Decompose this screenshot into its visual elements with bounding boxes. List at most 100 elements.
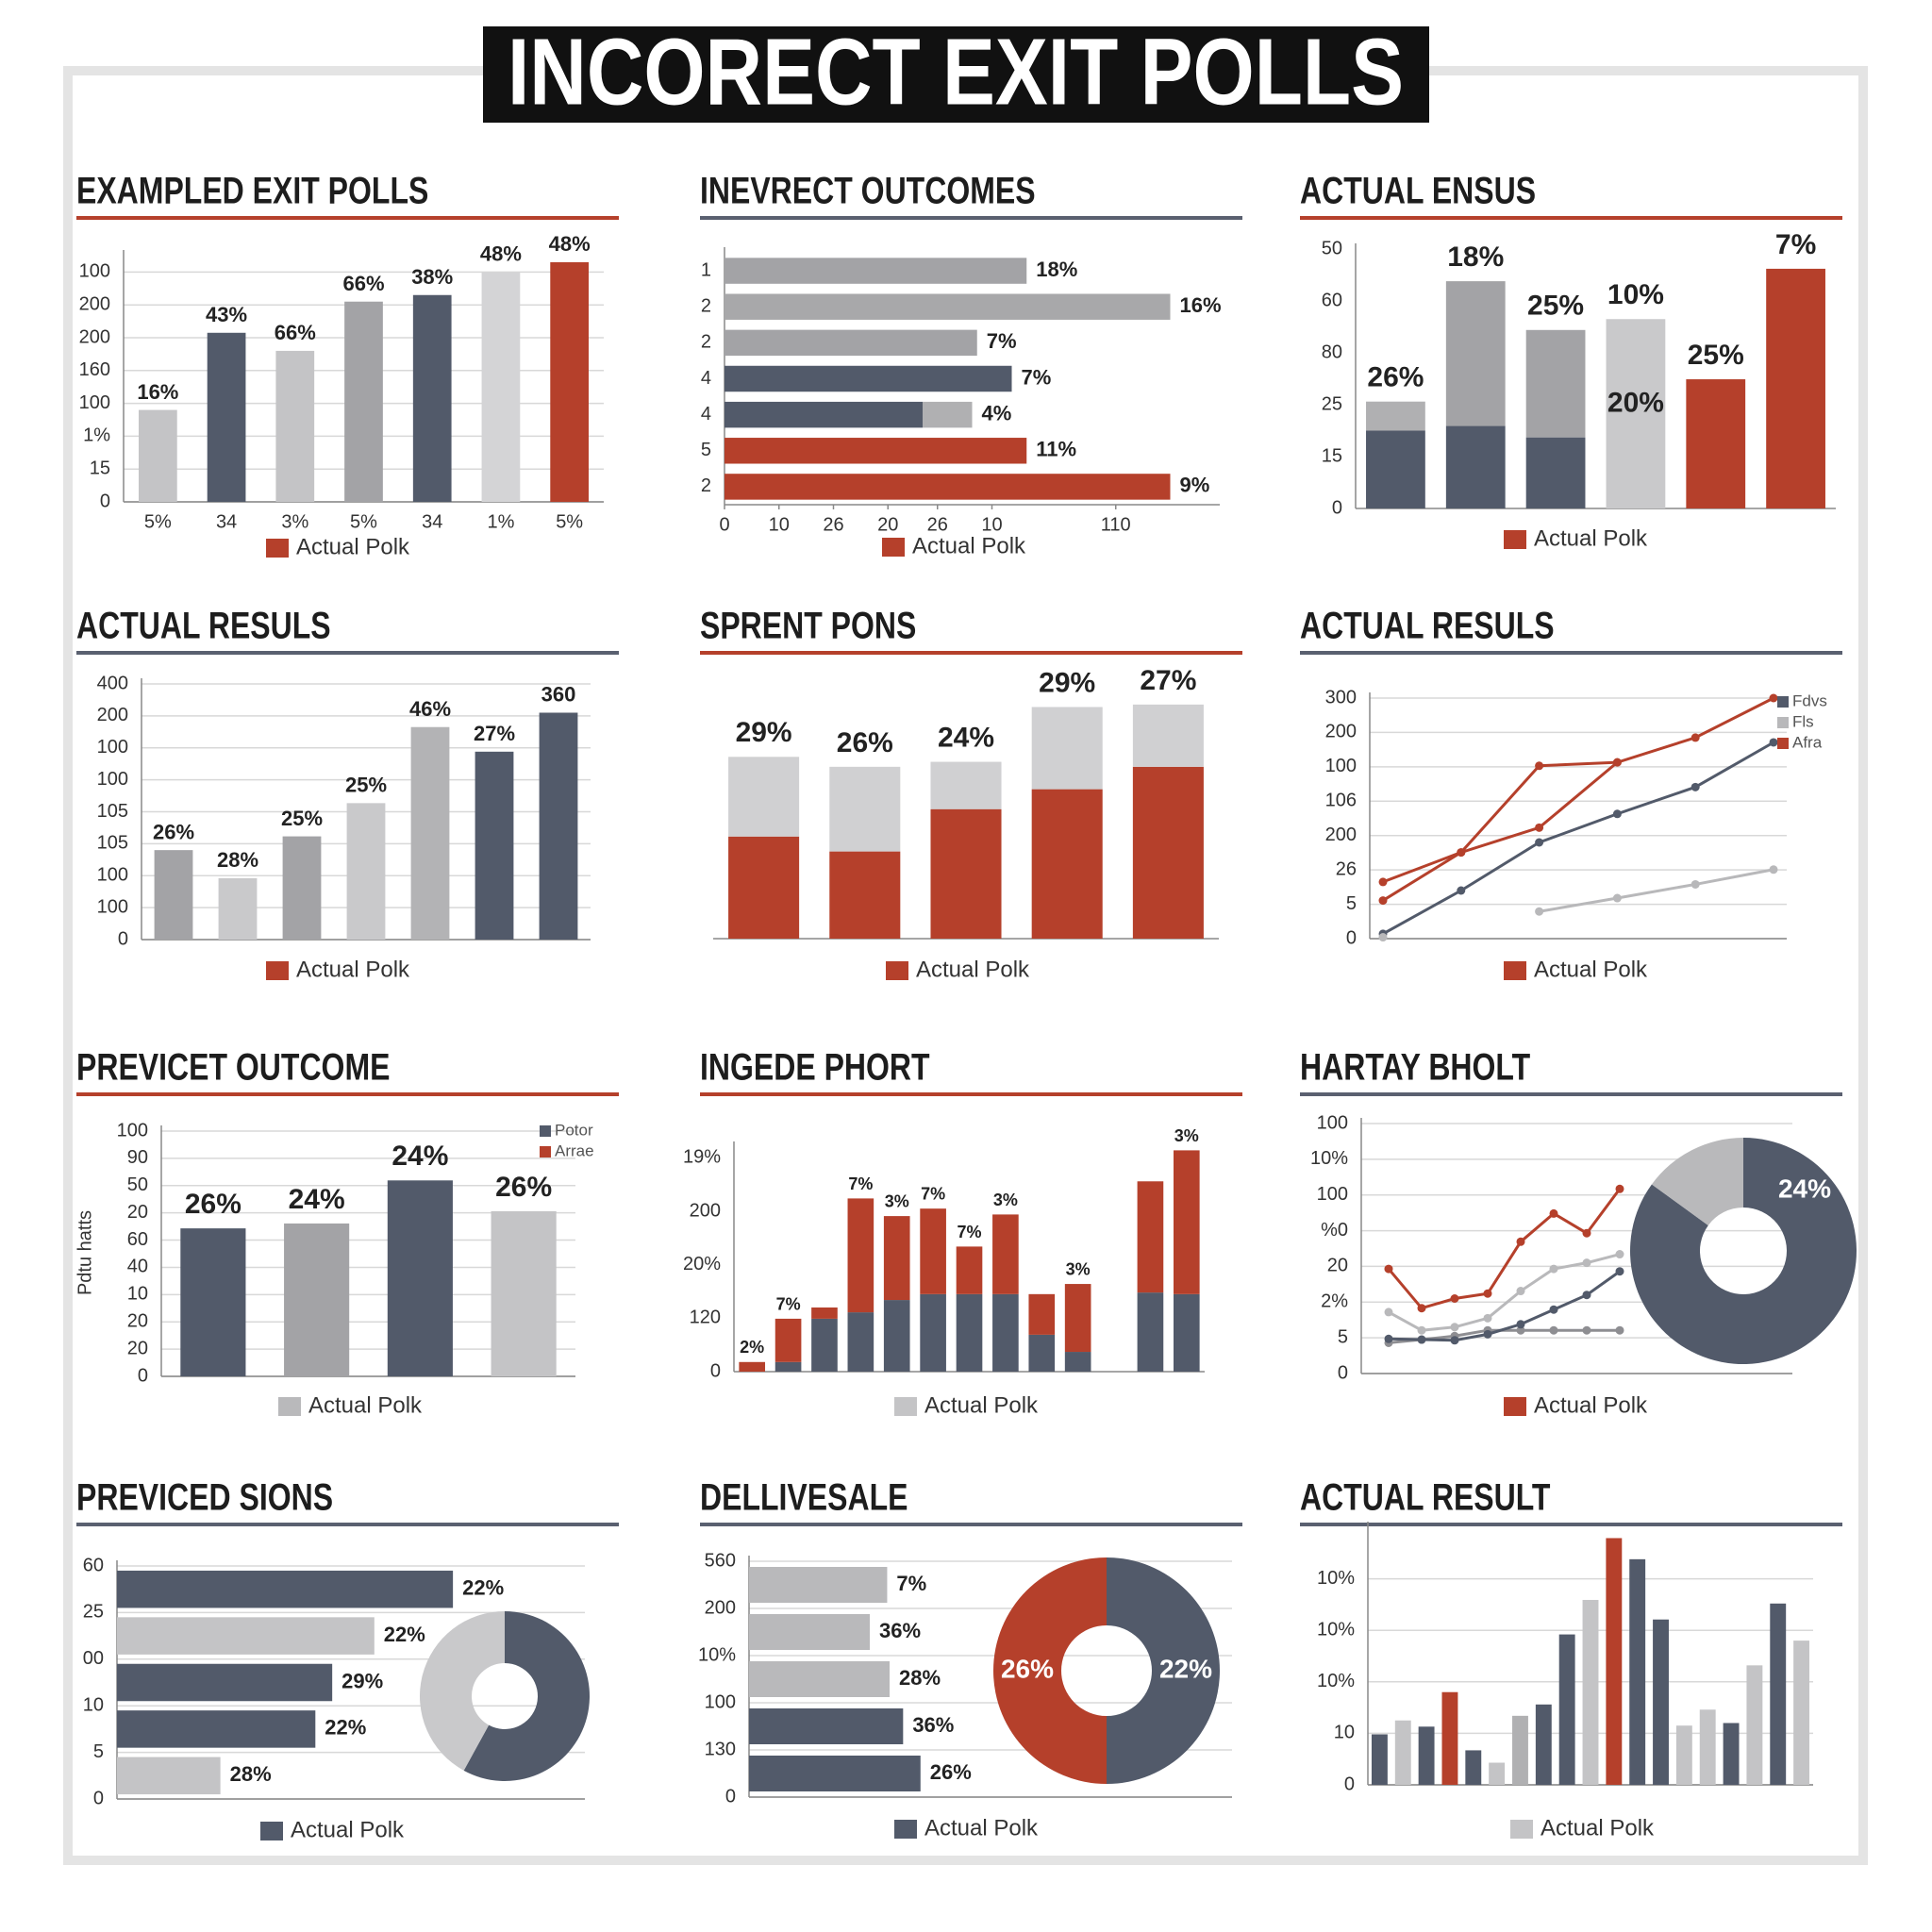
y-category-label: 4 — [701, 368, 711, 389]
bar-segment — [1371, 1734, 1388, 1785]
bar-segment — [1137, 1181, 1164, 1293]
bar-label: 66% — [275, 321, 316, 344]
line-point — [1535, 907, 1544, 916]
line-point — [1535, 823, 1544, 832]
panel-title: DELLIVESALE — [700, 1475, 908, 1518]
bar-label: 18% — [1447, 242, 1504, 273]
y-tick-label: 50 — [1322, 238, 1342, 258]
y-tick-label: 5 — [93, 1741, 104, 1762]
y-tick-label: 50 — [127, 1174, 148, 1195]
donut-label: 26% — [1001, 1654, 1054, 1683]
bar-segment — [1445, 281, 1506, 426]
bar-segment — [1770, 1603, 1787, 1785]
legend-swatch — [1510, 1820, 1533, 1839]
legend-swatch — [278, 1397, 301, 1416]
y-tick-label: 10% — [1317, 1568, 1355, 1589]
y-tick-label: 100 — [1317, 1184, 1348, 1205]
bar-segment — [1173, 1293, 1200, 1372]
bar-label: 22% — [325, 1716, 366, 1740]
legend-swatch — [260, 1822, 283, 1840]
bar-label: 7% — [987, 329, 1017, 353]
y-tick-label: 200 — [97, 705, 128, 725]
y-tick-label: 20 — [1327, 1256, 1348, 1276]
key-swatch — [1777, 696, 1789, 708]
donut-slice — [993, 1557, 1107, 1784]
bar-label: 22% — [462, 1576, 504, 1600]
line-point — [1612, 809, 1622, 819]
y-tick-label: 200 — [690, 1200, 721, 1221]
bar-segment — [749, 1567, 888, 1603]
line-point — [1483, 1313, 1492, 1323]
legend-label: Actual Polk — [1534, 957, 1648, 982]
y-tick-label: 130 — [705, 1739, 736, 1759]
y-category-label: 4 — [701, 404, 711, 425]
bar-segment — [724, 365, 1012, 392]
y-tick-label: 10% — [1317, 1619, 1355, 1640]
bar-segment — [749, 1756, 921, 1791]
bar-segment — [920, 1208, 946, 1294]
y-tick-label: 0 — [710, 1360, 721, 1381]
y-tick-label: 2% — [1321, 1291, 1348, 1312]
panel-title: INGEDE PHORT — [700, 1045, 930, 1088]
bar-label: 7% — [896, 1572, 926, 1595]
bar-label: 7% — [776, 1294, 801, 1313]
line-point — [1769, 865, 1778, 874]
line-point — [1535, 761, 1544, 771]
bar-segment — [829, 766, 901, 852]
line-point — [1690, 733, 1700, 742]
bar-label: 36% — [912, 1713, 954, 1737]
y-tick-label: 100 — [79, 392, 110, 413]
bar-label: 26% — [495, 1172, 552, 1203]
bar-segment — [956, 1246, 983, 1294]
bar-segment — [117, 1617, 375, 1655]
bar-inner-label: 20% — [1607, 388, 1664, 419]
bar-segment — [138, 409, 177, 502]
bar-label: 25% — [281, 807, 323, 830]
bar-label: 28% — [230, 1762, 272, 1786]
panel-title: ACTUAL RESULT — [1300, 1475, 1550, 1518]
line-point — [1384, 1264, 1393, 1274]
legend-label: Actual Polk — [912, 533, 1026, 558]
line-series — [1387, 1188, 1622, 1310]
bar-label: 2% — [740, 1338, 764, 1357]
bar-label: 29% — [1039, 667, 1095, 698]
legend-swatch — [266, 539, 289, 558]
key-swatch — [540, 1146, 551, 1158]
y-tick-label: 400 — [97, 673, 128, 693]
donut-slice — [463, 1611, 590, 1781]
key-label: Arrae — [555, 1141, 594, 1159]
bar-label: 29% — [341, 1669, 383, 1692]
y-tick-label: 10% — [1310, 1148, 1348, 1169]
line-point — [1483, 1289, 1492, 1298]
bar-segment — [387, 1180, 453, 1376]
bar-segment — [1465, 1750, 1482, 1785]
y-tick-label: 105 — [97, 801, 128, 822]
line-point — [1457, 848, 1466, 858]
y-tick-label: 60 — [83, 1555, 104, 1575]
legend-label: Actual Polk — [1534, 525, 1648, 551]
bar-label: 360 — [541, 683, 576, 707]
y-tick-label: 00 — [83, 1648, 104, 1669]
bar-segment — [1558, 1634, 1575, 1785]
bar-label: 24% — [938, 722, 994, 753]
line-point — [1450, 1336, 1459, 1345]
bar-segment — [207, 332, 246, 502]
panel-title: HARTAY BHOLT — [1300, 1045, 1530, 1088]
bar-label: 28% — [217, 848, 258, 872]
y-tick-label: 0 — [1344, 1774, 1355, 1794]
panel-title: SPRENT PONS — [700, 604, 916, 646]
line-point — [1378, 896, 1388, 906]
bar-segment — [724, 258, 1027, 284]
bar-segment — [1441, 1691, 1458, 1785]
bar-segment — [724, 401, 923, 428]
line-point — [1612, 893, 1622, 903]
donut-slice — [1651, 1138, 1743, 1225]
legend-label: Actual Polk — [291, 1817, 405, 1842]
legend-swatch — [894, 1397, 917, 1416]
bar-label: 18% — [1036, 258, 1077, 281]
donut-label: 24% — [1778, 1174, 1831, 1203]
y-tick-label: 560 — [705, 1550, 736, 1571]
y-tick-label: 5 — [1338, 1326, 1348, 1347]
y-tick-label: 1% — [83, 425, 110, 446]
